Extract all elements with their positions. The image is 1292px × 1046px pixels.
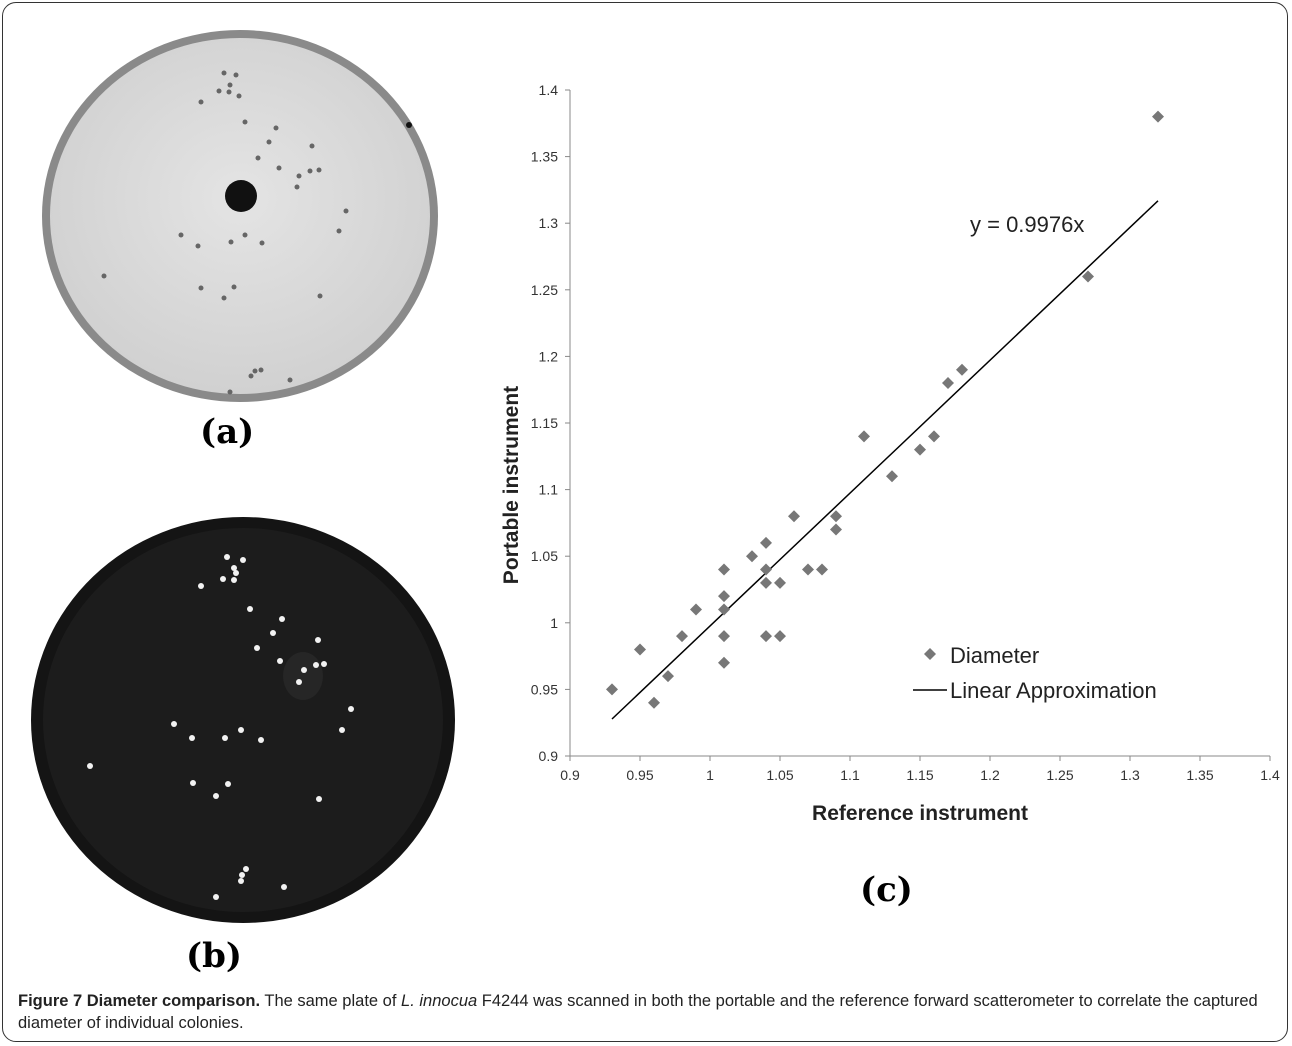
x-tick-label: 1.2 xyxy=(980,767,1000,783)
data-points xyxy=(606,110,1164,709)
x-tick-label: 1.05 xyxy=(766,767,793,783)
y-tick-label: 1 xyxy=(550,615,558,631)
figure-caption: Figure 7 Diameter comparison. The same p… xyxy=(18,990,1274,1034)
y-tick-label: 0.9 xyxy=(539,748,559,764)
data-point xyxy=(718,630,730,643)
y-tick-label: 1.1 xyxy=(539,482,559,498)
data-point xyxy=(760,576,772,589)
plate-image-light xyxy=(42,30,438,402)
y-axis-title: Portable instrument xyxy=(500,386,523,584)
y-tick-label: 1.3 xyxy=(539,215,559,231)
y-tick-label: 1.05 xyxy=(531,548,558,564)
data-point xyxy=(634,643,646,656)
data-point xyxy=(760,630,772,643)
data-point xyxy=(942,377,954,390)
equation-label: y = 0.9976x xyxy=(970,212,1084,237)
x-tick-label: 1.35 xyxy=(1186,767,1213,783)
data-point xyxy=(760,563,772,576)
caption-text-2: F4244 was scanned in both the portable a… xyxy=(18,992,1258,1032)
data-point xyxy=(928,430,940,443)
fit-line xyxy=(611,200,1159,720)
data-point xyxy=(816,563,828,576)
data-point xyxy=(956,363,968,376)
panel-label-c: (c) xyxy=(860,870,913,910)
data-point xyxy=(648,696,660,709)
x-tick-label: 0.9 xyxy=(560,767,580,783)
x-tick-label: 0.95 xyxy=(626,767,653,783)
data-point xyxy=(718,563,730,576)
x-tick-label: 1.25 xyxy=(1046,767,1073,783)
data-point xyxy=(886,470,898,483)
data-point xyxy=(1152,110,1164,123)
data-point xyxy=(914,443,926,456)
data-point xyxy=(802,563,814,576)
panel-label-a: (a) xyxy=(200,412,255,452)
y-tick-label: 1.15 xyxy=(531,415,558,431)
chart-axes xyxy=(569,90,1270,757)
y-axis-ticks: 0.9 0.95 1 1.05 1.1 1.15 1.2 1.25 1.3 1.35 1.4 xyxy=(531,82,570,764)
caption-organism: L. innocua xyxy=(401,992,478,1010)
data-point xyxy=(662,670,674,683)
caption-figure-label: Figure 7 Diameter comparison. xyxy=(18,992,261,1010)
data-point xyxy=(718,590,730,603)
x-tick-label: 1.3 xyxy=(1120,767,1140,783)
y-tick-label: 1.2 xyxy=(539,348,559,364)
data-point xyxy=(1082,270,1094,283)
legend-diamond xyxy=(924,648,936,660)
data-point xyxy=(774,576,786,589)
plate-image-dark xyxy=(31,517,455,923)
data-point xyxy=(718,656,730,669)
data-point xyxy=(830,523,842,536)
data-point xyxy=(676,630,688,643)
data-point xyxy=(830,510,842,523)
legend-label-diameter: Diameter xyxy=(950,643,1039,668)
panel-label-b: (b) xyxy=(186,936,242,976)
legend-diamond-marker xyxy=(924,648,936,660)
caption-text-1: The same plate of xyxy=(260,992,402,1010)
x-axis-ticks: 0.9 0.95 1 1.05 1.1 1.15 1.2 1.25 1.3 1.35 1.4 xyxy=(560,756,1280,783)
data-point xyxy=(858,430,870,443)
legend: Diameter Linear Approximation xyxy=(913,643,1157,703)
scatter-chart: 0.9 0.95 1 1.05 1.1 1.15 1.2 1.25 1.3 1.35 1.4 0.9… xyxy=(500,82,1280,825)
y-tick-label: 1.35 xyxy=(531,149,558,165)
x-tick-label: 1.15 xyxy=(906,767,933,783)
data-point xyxy=(760,536,772,549)
x-tick-label: 1.1 xyxy=(840,767,860,783)
data-point xyxy=(774,630,786,643)
data-point xyxy=(690,603,702,616)
x-tick-label: 1.4 xyxy=(1260,767,1280,783)
legend-label-linear: Linear Approximation xyxy=(950,678,1157,703)
data-point xyxy=(746,550,758,563)
y-tick-label: 1.4 xyxy=(539,82,559,98)
data-point xyxy=(718,603,730,616)
x-axis-title: Reference instrument xyxy=(812,802,1028,825)
y-tick-label: 0.95 xyxy=(531,681,558,697)
fit-line-group xyxy=(611,200,1159,720)
x-tick-label: 1 xyxy=(706,767,714,783)
y-tick-label: 1.25 xyxy=(531,282,558,298)
data-point xyxy=(606,683,618,696)
data-point xyxy=(788,510,800,523)
